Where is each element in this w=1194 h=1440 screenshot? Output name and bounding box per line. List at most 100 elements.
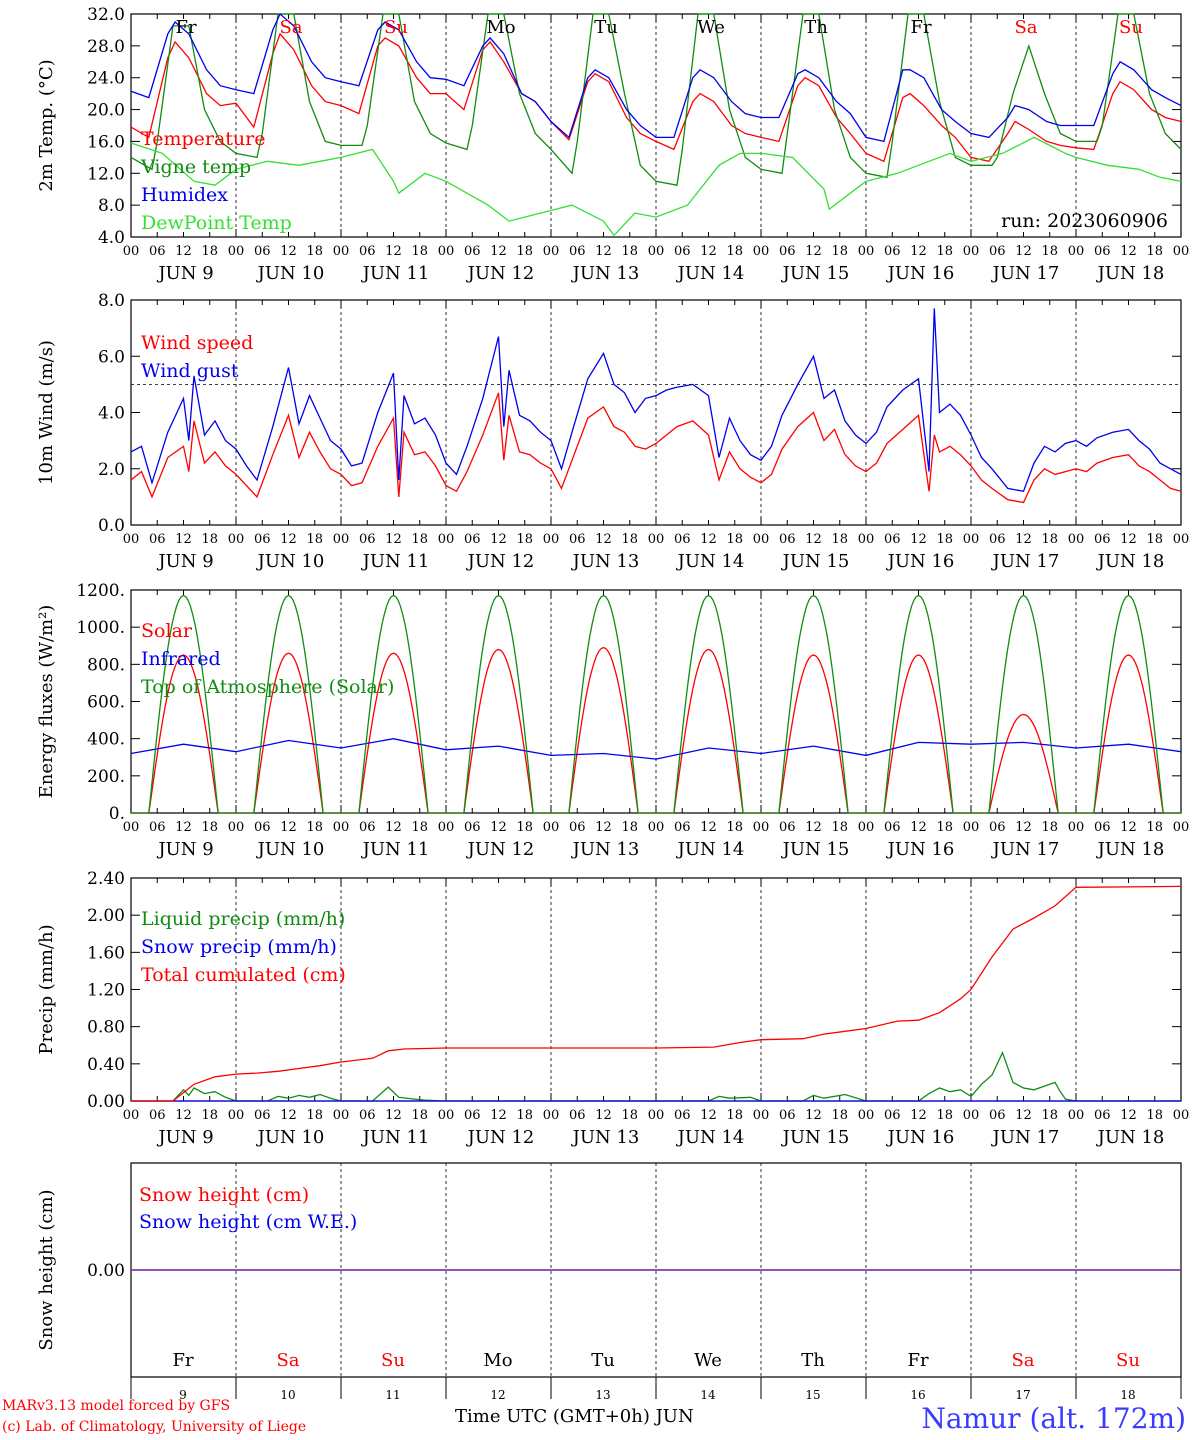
date-label: JUN 14: [676, 263, 745, 284]
hour-tick-label: 12: [910, 1108, 927, 1123]
y-tick-label: 0.: [109, 804, 125, 824]
hour-tick-label: 00: [1068, 532, 1085, 547]
date-label: JUN 17: [991, 1127, 1060, 1148]
y-tick-label: 800.: [87, 655, 125, 675]
hour-tick-label: 18: [411, 820, 428, 835]
y-tick-label: 8.0: [98, 196, 125, 216]
series-line-1-0: [130, 392, 1182, 504]
hour-tick-label: 12: [280, 532, 297, 547]
y-tick-label: 1200.: [76, 581, 125, 601]
hour-tick-label: 12: [280, 1108, 297, 1123]
hour-tick-label: 00: [648, 1108, 665, 1123]
hour-tick-label: 18: [831, 820, 848, 835]
hour-tick-label: 12: [385, 244, 402, 259]
date-label: JUN 10: [256, 551, 325, 572]
hour-tick-label: 18: [516, 820, 533, 835]
hour-tick-label: 06: [464, 1108, 481, 1123]
day-number-label: 11: [385, 1388, 400, 1402]
legend-entry: Snow height (cm W.E.): [139, 1211, 357, 1233]
hour-tick-label: 12: [805, 820, 822, 835]
hour-tick-label: 06: [149, 532, 166, 547]
hour-tick-label: 18: [306, 532, 323, 547]
date-label: JUN 9: [156, 551, 213, 572]
date-label: JUN 10: [256, 1127, 325, 1148]
hour-tick-label: 12: [700, 244, 717, 259]
y-axis-label: 2m Temp. (°C): [36, 59, 57, 191]
hour-tick-label: 06: [884, 1108, 901, 1123]
date-label: JUN 9: [156, 1127, 213, 1148]
weekday-label-bottom: Fr: [172, 1350, 193, 1371]
day-number-label: 16: [910, 1388, 925, 1402]
date-label: JUN 9: [156, 263, 213, 284]
hour-tick-label: 18: [1041, 820, 1058, 835]
y-tick-label: 0.40: [87, 1055, 125, 1075]
hour-tick-label: 06: [149, 1108, 166, 1123]
legend-entry: Infrared: [141, 648, 221, 670]
hour-tick-label: 18: [1146, 1108, 1163, 1123]
hour-tick-label: 00: [438, 1108, 455, 1123]
hour-tick-label: 06: [359, 1108, 376, 1123]
hour-tick-label: 06: [884, 244, 901, 259]
weekday-label-top: Tu: [594, 17, 618, 38]
hour-tick-label: 12: [1015, 820, 1032, 835]
y-tick-label: 400.: [87, 730, 125, 750]
date-label: JUN 12: [466, 1127, 535, 1148]
hour-tick-label: 00: [333, 820, 350, 835]
weekday-label-bottom: Su: [381, 1350, 405, 1371]
weekday-label-top: Th: [804, 17, 828, 38]
y-tick-label: 12.0: [87, 164, 125, 184]
hour-tick-label: 06: [1094, 532, 1111, 547]
legend-entry: Total cumulated (cm): [141, 964, 346, 986]
day-number-label: 14: [700, 1388, 716, 1402]
hour-tick-label: 12: [1015, 1108, 1032, 1123]
y-tick-label: 32.0: [87, 5, 125, 25]
day-number-label: 17: [1015, 1388, 1030, 1402]
hour-tick-label: 06: [359, 244, 376, 259]
weekday-label-bottom: Th: [801, 1350, 825, 1371]
model-credit: MARv3.13 model forced by GFS: [2, 1398, 231, 1414]
hour-tick-label: 06: [569, 820, 586, 835]
hour-tick-label: 18: [831, 244, 848, 259]
y-tick-label: 0.0: [98, 516, 125, 536]
date-label: JUN 11: [361, 839, 430, 860]
hour-tick-label: 00: [123, 532, 140, 547]
hour-tick-label: 00: [753, 244, 770, 259]
legend-entry: Wind gust: [141, 360, 239, 382]
y-tick-label: 1.60: [87, 943, 125, 963]
hour-tick-label: 06: [989, 1108, 1006, 1123]
date-label: JUN 11: [361, 551, 430, 572]
hour-tick-label: 00: [438, 820, 455, 835]
series-line-3-2: [131, 885, 1182, 1102]
hour-tick-label: 12: [910, 244, 927, 259]
series-line-0-2: [130, 12, 1182, 143]
hour-tick-label: 00: [963, 532, 980, 547]
hour-tick-label: 18: [1041, 532, 1058, 547]
date-label: JUN 12: [466, 551, 535, 572]
hour-tick-label: 18: [306, 1108, 323, 1123]
hour-tick-label: 06: [779, 820, 796, 835]
hour-tick-label: 00: [1173, 532, 1190, 547]
series-line-2-1: [130, 738, 1182, 760]
hour-tick-label: 18: [306, 820, 323, 835]
day-number-label: 15: [805, 1388, 820, 1402]
hour-tick-label: 00: [1173, 244, 1190, 259]
hour-tick-label: 00: [543, 1108, 560, 1123]
hour-tick-label: 06: [674, 820, 691, 835]
date-label: JUN 10: [256, 839, 325, 860]
date-label: JUN 13: [571, 263, 640, 284]
weekday-label-top: Sa: [279, 17, 302, 38]
panel-frame-0: [130, 13, 1182, 238]
date-label: JUN 16: [886, 839, 955, 860]
x-axis-title: Time UTC (GMT+0h) JUN: [455, 1406, 694, 1427]
weekday-label-top: Fr: [175, 17, 196, 38]
date-label: JUN 16: [886, 1127, 955, 1148]
station-name: Namur (alt. 172m): [921, 1402, 1186, 1435]
hour-tick-label: 00: [753, 820, 770, 835]
date-label: JUN 17: [991, 263, 1060, 284]
hour-tick-label: 00: [648, 244, 665, 259]
date-label: JUN 15: [781, 839, 850, 860]
legend-entry: Wind speed: [141, 332, 253, 354]
hour-tick-label: 12: [175, 820, 192, 835]
hour-tick-label: 12: [490, 820, 507, 835]
